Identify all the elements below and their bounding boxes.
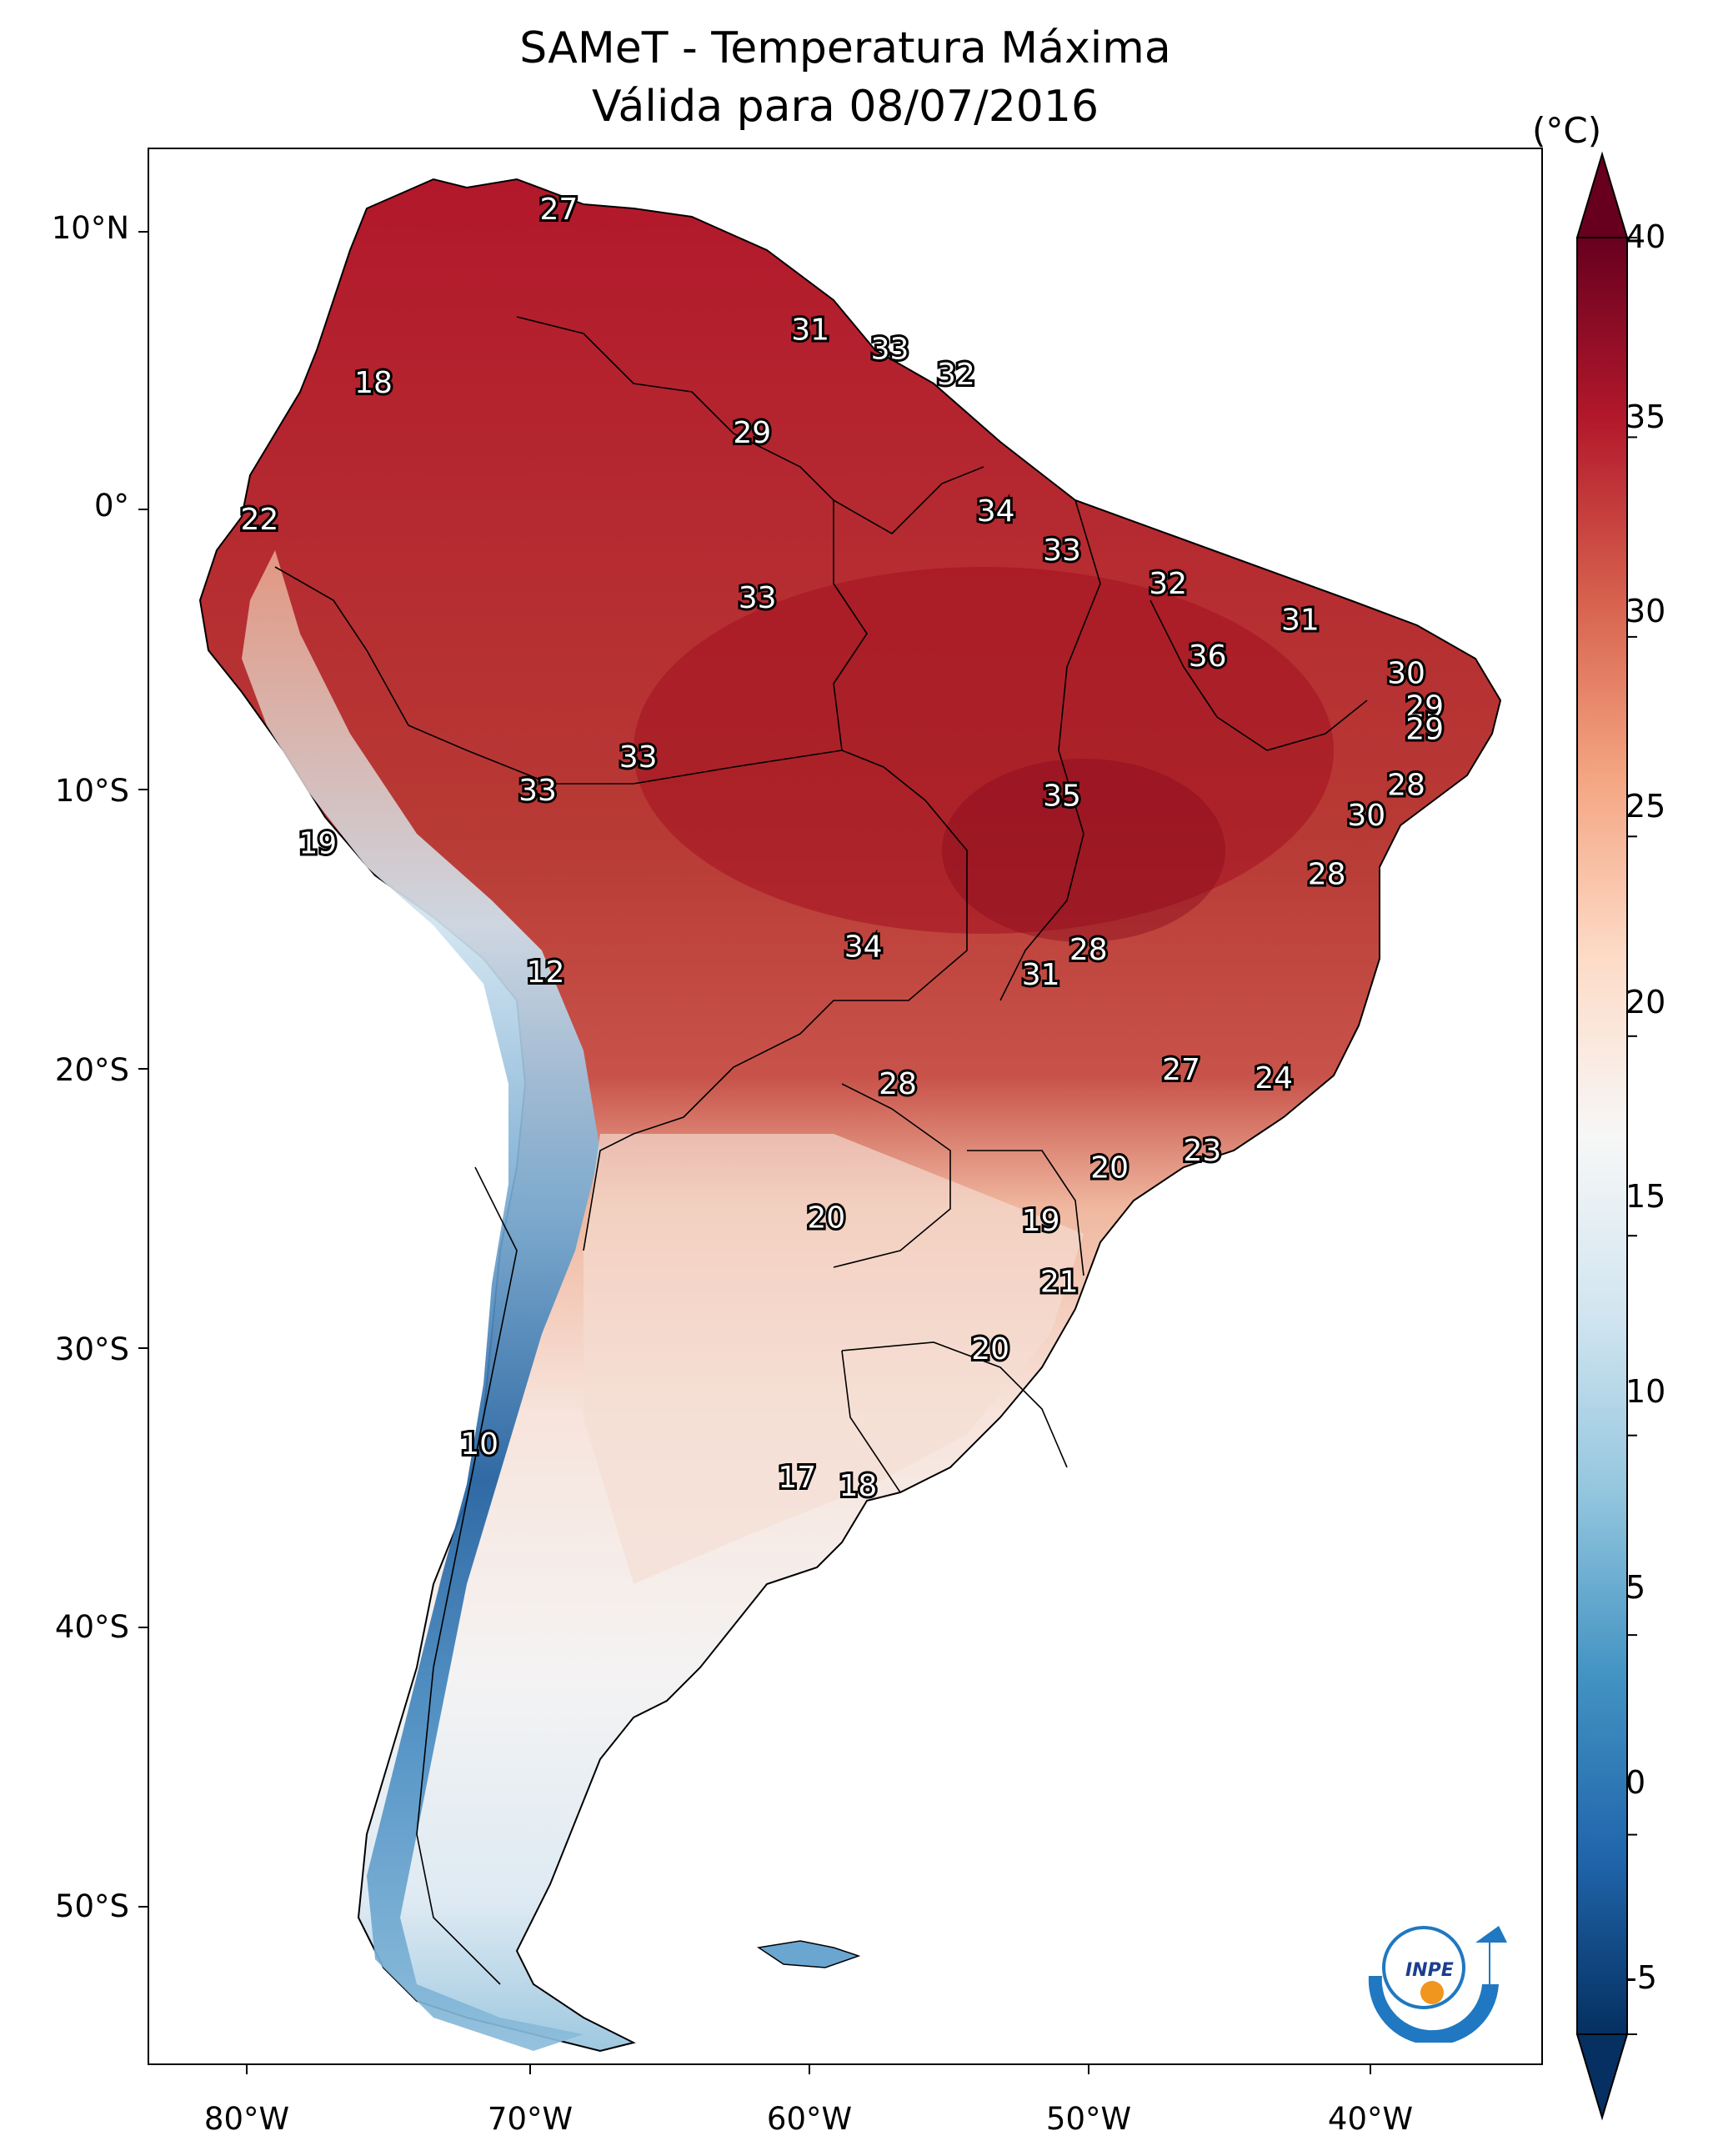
lon-label-60w: 60°W xyxy=(766,2101,853,2137)
colorbar-tick-label: 25 xyxy=(1625,788,1666,825)
amazon-hot-core xyxy=(634,567,1334,934)
station-value-label: 27 xyxy=(539,193,578,227)
colorbar-tick-label: 5 xyxy=(1625,1569,1646,1606)
station-value-label: 33 xyxy=(619,740,658,775)
colorbar-extend-max xyxy=(1575,151,1629,238)
colorbar-tick-label: 40 xyxy=(1625,218,1666,255)
station-value-label: 28 xyxy=(1387,768,1425,802)
lat-label-10s: 10°S xyxy=(54,773,129,809)
station-value-label: 10 xyxy=(460,1427,498,1462)
station-value-label: 29 xyxy=(1405,712,1444,746)
cerrado-hot-core xyxy=(942,759,1225,942)
colorbar-tick-label: 30 xyxy=(1625,593,1666,629)
falkland-islands xyxy=(756,1940,861,1968)
map-title-line2: Válida para 08/07/2016 xyxy=(591,82,1099,132)
colorbar-tick-label: 10 xyxy=(1625,1373,1666,1410)
station-value-label: 23 xyxy=(1183,1134,1221,1168)
station-value-label: 19 xyxy=(1022,1204,1060,1238)
station-value-label: 33 xyxy=(739,581,777,615)
station-value-label: 28 xyxy=(1308,858,1346,892)
station-value-label: 34 xyxy=(977,494,1015,529)
colorbar-gradient xyxy=(1576,237,1628,2035)
station-value-label: 30 xyxy=(1387,656,1425,690)
station-value-label: 30 xyxy=(1347,799,1385,833)
lat-label-0: 0° xyxy=(93,488,129,524)
lat-label-40s: 40°S xyxy=(54,1609,129,1645)
lat-label-30s: 30°S xyxy=(54,1331,129,1367)
lon-label-70w: 70°W xyxy=(487,2101,573,2137)
colorbar-tick-label: 35 xyxy=(1625,399,1666,435)
inpe-logo-icon: INPE xyxy=(1368,1926,1507,2043)
station-value-label: 24 xyxy=(1255,1061,1293,1096)
station-value-label: 18 xyxy=(354,366,393,400)
axis-ticks xyxy=(138,231,1371,2074)
station-value-label: 33 xyxy=(1043,534,1081,568)
station-value-label: 34 xyxy=(844,930,883,965)
station-value-label: 31 xyxy=(1022,958,1060,992)
station-value-label: 17 xyxy=(778,1461,816,1495)
station-value-label: 35 xyxy=(1043,780,1081,814)
logo-text: INPE xyxy=(1405,1960,1454,1981)
station-value-label: 20 xyxy=(807,1201,845,1236)
station-value-label: 32 xyxy=(937,358,975,392)
colorbar-ticks xyxy=(1627,237,1637,2035)
lat-label-10n: 10°N xyxy=(51,210,129,246)
station-value-label: 28 xyxy=(879,1067,917,1101)
lon-label-80w: 80°W xyxy=(203,2101,290,2137)
station-value-label: 28 xyxy=(1069,933,1108,967)
station-value-label: 12 xyxy=(527,955,565,990)
station-value-label: 31 xyxy=(1281,604,1320,638)
station-value-label: 29 xyxy=(733,416,771,450)
station-value-label: 22 xyxy=(240,503,278,537)
station-value-label: 29 xyxy=(1405,690,1444,725)
colorbar-unit: (°C) xyxy=(1532,110,1602,151)
colorbar xyxy=(1575,151,1629,2121)
lat-label-50s: 50°S xyxy=(54,1888,129,1924)
station-value-label: 27 xyxy=(1162,1053,1200,1087)
lon-label-40w: 40°W xyxy=(1327,2101,1414,2137)
map-title-line1: SAMeT - Temperatura Máxima xyxy=(519,23,1171,73)
colorbar-tick-label: -5 xyxy=(1625,1959,1657,1996)
andes-cold-band xyxy=(242,550,600,2051)
station-value-label: 33 xyxy=(871,333,909,367)
colorbar-tick-label: 0 xyxy=(1625,1764,1646,1801)
pampas-pale xyxy=(584,1134,1084,1584)
country-borders xyxy=(274,316,1368,1985)
station-value-label: 18 xyxy=(839,1469,877,1503)
lon-label-50w: 50°W xyxy=(1045,2101,1132,2137)
station-value-label: 33 xyxy=(518,774,557,808)
station-value-label: 36 xyxy=(1189,639,1227,674)
station-value-label: 20 xyxy=(1090,1151,1129,1185)
colorbar-extend-min xyxy=(1575,2033,1629,2121)
station-value-label: 19 xyxy=(298,827,337,861)
lat-label-20s: 20°S xyxy=(54,1052,129,1088)
colorbar-tick-label: 15 xyxy=(1625,1178,1666,1215)
station-value-label: 32 xyxy=(1149,567,1187,601)
station-value-label: 21 xyxy=(1040,1266,1079,1300)
station-value-label: 20 xyxy=(971,1332,1009,1366)
colorbar-tick-label: 20 xyxy=(1625,984,1666,1020)
station-value-label: 31 xyxy=(791,313,829,347)
